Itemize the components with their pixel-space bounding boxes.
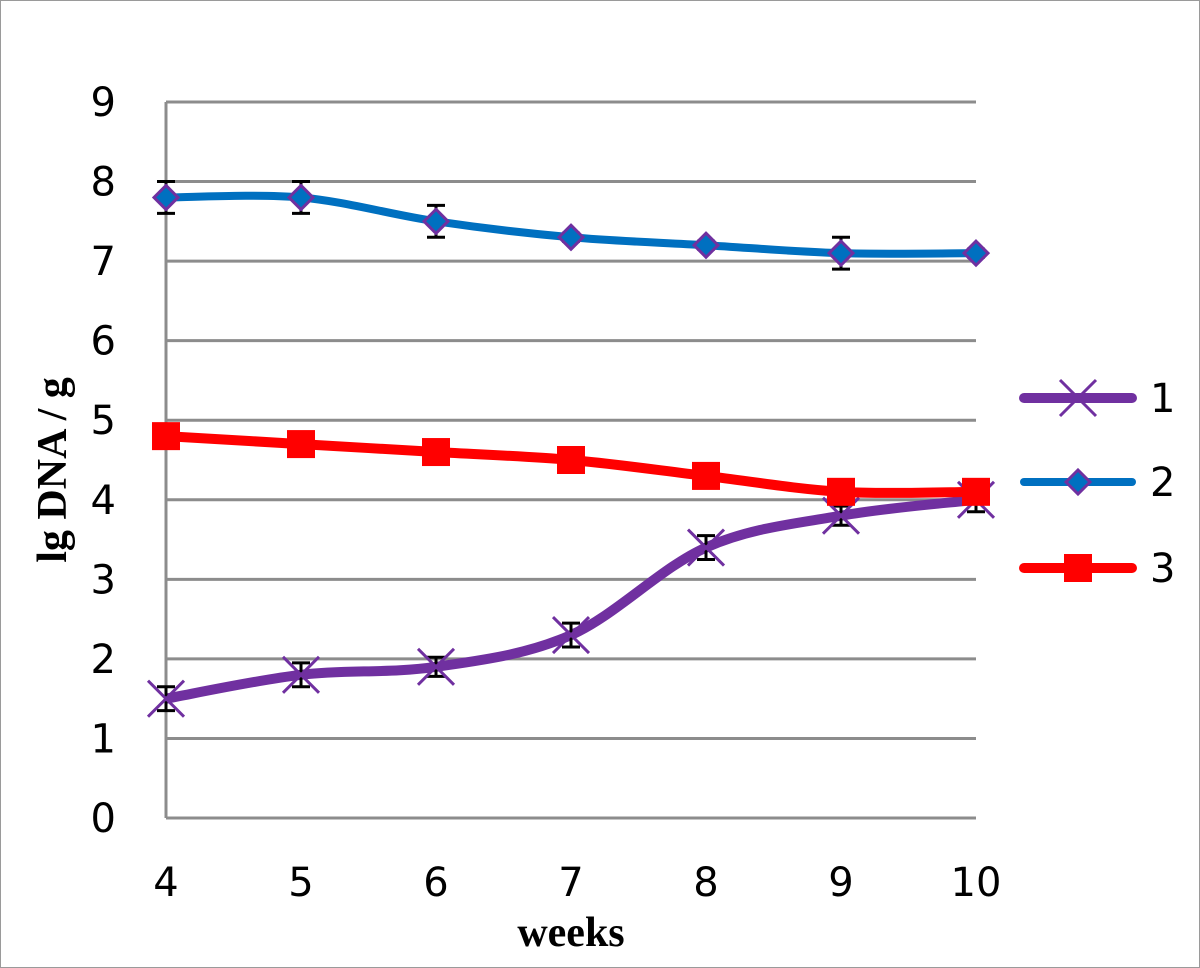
y-axis-ticks: 0 1 2 3 4 5 6 7 8 9 (91, 80, 116, 842)
y-tick-label: 1 (91, 716, 116, 762)
data-point (557, 446, 585, 474)
legend-label: 1 (1150, 376, 1175, 422)
legend-item: 1 (1019, 376, 1175, 422)
y-tick-label: 3 (91, 557, 116, 603)
y-tick-label: 7 (91, 239, 116, 285)
data-point (281, 655, 321, 694)
y-tick-label: 0 (91, 796, 116, 842)
y-tick-label: 4 (91, 478, 116, 524)
legend-marker (1064, 554, 1092, 582)
data-point (416, 647, 456, 686)
legend-marker (1058, 378, 1098, 418)
legend-label: 2 (1150, 460, 1175, 506)
y-tick-label: 6 (91, 319, 116, 365)
y-axis-label: lg DNA / g (30, 377, 76, 563)
data-point (421, 207, 451, 236)
data-point (686, 528, 726, 567)
y-tick-label: 5 (91, 398, 116, 444)
legend-item: 3 (1019, 546, 1175, 592)
legend-marker (1063, 467, 1093, 497)
y-tick-label: 8 (91, 160, 116, 206)
series-2 (151, 180, 991, 271)
data-point (551, 615, 591, 655)
x-tick-label: 4 (153, 860, 178, 906)
x-tick-label: 5 (288, 860, 313, 906)
series-layer (146, 180, 996, 718)
x-axis-label: weeks (517, 910, 624, 956)
x-tick-label: 9 (828, 860, 853, 906)
y-tick-label: 2 (91, 637, 116, 683)
data-point (962, 477, 990, 506)
data-point (961, 239, 991, 268)
x-tick-label: 8 (693, 860, 718, 906)
data-point (152, 422, 180, 451)
legend: 1 2 3 (1019, 376, 1175, 592)
data-point (151, 183, 181, 212)
data-point (826, 239, 856, 268)
x-tick-label: 6 (423, 860, 448, 906)
legend-item: 2 (1020, 460, 1175, 506)
series-3 (152, 422, 990, 506)
data-point (287, 430, 315, 459)
data-point (146, 679, 186, 718)
y-tick-label: 9 (91, 80, 116, 126)
data-point (827, 477, 855, 506)
data-point (691, 231, 721, 260)
data-point (692, 461, 720, 490)
x-tick-label: 7 (558, 860, 583, 906)
data-point (422, 438, 450, 467)
data-point (286, 183, 316, 212)
x-tick-label: 10 (951, 860, 1002, 906)
series-1 (146, 480, 996, 718)
legend-label: 3 (1150, 546, 1175, 592)
data-point (556, 223, 586, 252)
x-axis-ticks: 4 5 6 7 8 9 10 (153, 860, 1001, 906)
